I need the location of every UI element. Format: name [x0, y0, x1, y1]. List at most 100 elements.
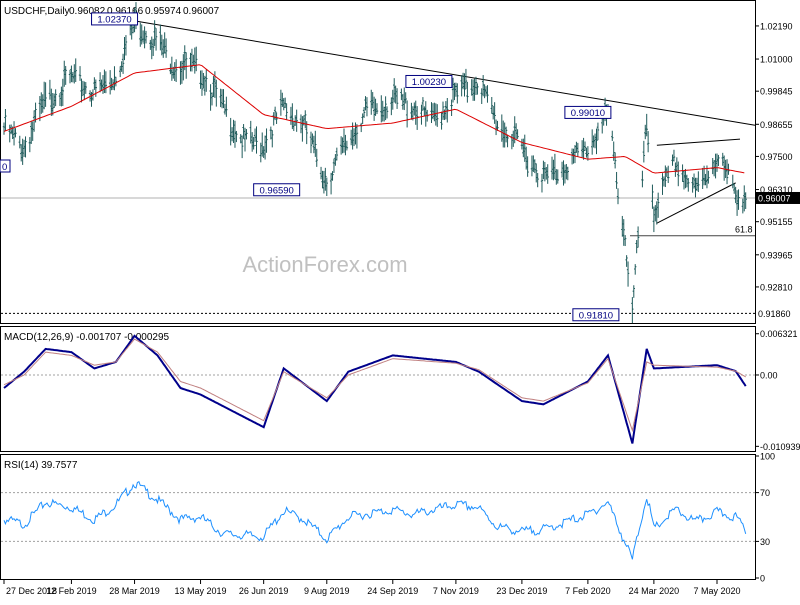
x-axis-label-5: 9 Aug 2019 [304, 586, 350, 596]
price-bar [225, 96, 228, 117]
annotation-text: 0.99010 [571, 108, 605, 119]
price-bar [265, 128, 268, 153]
price-bar [486, 85, 489, 103]
price-bar [215, 79, 218, 107]
x-axis-label-3: 13 May 2019 [175, 586, 227, 596]
macd-title: MACD(12,26,9) -0.001707 -0.000295 [4, 332, 170, 343]
price-axis-label-2: 0.99845 [760, 87, 793, 97]
macd-layer: 0.006321 0.00 -0.010939 [1, 329, 800, 452]
macd-panel-frame [0, 326, 756, 452]
price-bar [384, 96, 387, 121]
price-bar [707, 170, 710, 184]
price-bar [622, 219, 625, 246]
price-bar [506, 134, 509, 148]
price-bar [124, 35, 128, 56]
price-bar [291, 103, 294, 130]
price-bar [34, 102, 37, 123]
price-bar [61, 78, 65, 106]
price-bar [121, 53, 125, 74]
fib-label: 61.8 [735, 225, 753, 235]
price-bar [464, 68, 468, 89]
price-bar [324, 167, 327, 191]
price-bar [421, 97, 425, 111]
macd-axis-label-1: 0.00 [760, 370, 778, 380]
price-bar [78, 66, 82, 81]
rsi-axis-label-3: 0 [760, 574, 765, 584]
price-bar [14, 128, 17, 138]
price-bar [596, 122, 600, 141]
price-bar [64, 65, 67, 85]
price-bar [375, 103, 379, 115]
x-axis-label-9: 7 Feb 2020 [565, 586, 611, 596]
price-bar [717, 154, 720, 167]
price-axis-label-1: 1.01000 [760, 55, 793, 65]
price-bar [335, 147, 339, 161]
price-bar [362, 106, 366, 118]
price-bar [385, 106, 389, 119]
price-bar [474, 76, 478, 95]
price-bar [642, 140, 646, 163]
x-axis-label-2: 28 Mar 2019 [109, 586, 160, 596]
price-bar [526, 156, 529, 177]
price-bar [667, 165, 670, 184]
price-axis-label-5: 0.96310 [760, 185, 793, 195]
price-bar [626, 261, 630, 287]
price-bar [285, 103, 288, 120]
price-bar [4, 108, 7, 131]
current-price-label: 0.96007 [758, 193, 791, 203]
ohlc-high: 0.96166 [107, 6, 144, 17]
rsi-axis-label-2: 30 [760, 537, 770, 547]
price-bar [737, 189, 740, 210]
price-bar [80, 78, 83, 103]
price-bar [645, 113, 648, 137]
annotation-box [572, 308, 620, 322]
price-bar [404, 92, 407, 104]
price-bar [615, 171, 618, 189]
annotation-box [564, 105, 612, 119]
triangle-lower-line [656, 182, 736, 224]
macd-axis-label-2: -0.010939 [760, 442, 800, 452]
price-bar [153, 20, 156, 47]
annotation-text: 1.02370 [97, 14, 131, 25]
x-axis-label-7: 7 Nov 2019 [433, 586, 479, 596]
x-axis-label-1: 12 Feb 2019 [46, 586, 97, 596]
price-bar [144, 30, 148, 44]
x-axis-label-11: 7 May 2020 [693, 586, 740, 596]
price-bar [535, 163, 538, 183]
left-edge-label-box [0, 159, 11, 173]
price-bar [309, 131, 313, 154]
price-bar [576, 142, 580, 158]
price-bar [536, 172, 539, 188]
price-bar [476, 83, 479, 95]
price-axis-label-0: 1.02190 [760, 21, 793, 31]
price-bar [200, 70, 204, 96]
price-bar [84, 82, 87, 94]
price-bar [395, 88, 399, 109]
price-annotation-3: 0.99010 [564, 105, 612, 119]
price-bar [314, 130, 317, 157]
annotation-box [91, 12, 139, 26]
price-annotation-1: 0.96590 [253, 183, 301, 197]
price-bar [151, 38, 155, 56]
price-bar [556, 169, 559, 184]
rsi-title: RSI(14) 39.7577 [4, 460, 78, 471]
price-bar [595, 128, 598, 155]
price-bar [305, 121, 308, 145]
watermark: ActionForex.com [242, 252, 407, 277]
price-bar [616, 188, 620, 205]
price-bar [222, 89, 225, 109]
price-bar [631, 297, 634, 324]
annotation-text: 0.91810 [579, 310, 613, 321]
price-bar [315, 148, 318, 167]
x-axis-label-4: 26 Jun 2019 [239, 586, 289, 596]
price-bar [641, 170, 644, 188]
price-bar [273, 106, 277, 121]
triangle-upper-line [656, 138, 741, 146]
price-axis-label-6: 0.95155 [760, 217, 793, 227]
price-bar [625, 255, 628, 267]
price-axis-label-8: 0.92810 [760, 282, 793, 292]
price-bar [205, 69, 208, 92]
price-annotation-4: 0.91810 [572, 308, 620, 322]
price-bar [255, 126, 258, 154]
price-annotation-0: 1.02370 [91, 12, 139, 26]
